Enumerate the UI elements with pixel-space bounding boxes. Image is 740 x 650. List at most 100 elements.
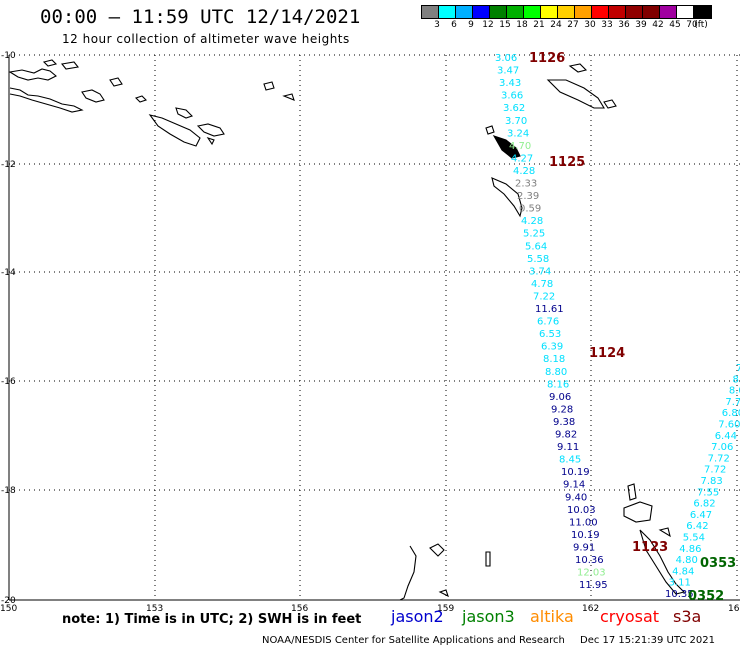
swh-value: 3.62 (503, 103, 525, 114)
swh-value: 3.11 (669, 578, 691, 589)
color-scale-bar (421, 5, 712, 19)
lon-label: 165 (728, 604, 740, 614)
swh-value: 4.28 (521, 216, 543, 227)
swh-value: 9.28 (551, 404, 573, 415)
scale-label: 36 (618, 20, 630, 30)
swh-value: 2.33 (515, 179, 537, 190)
swh-value: 8.16 (547, 379, 569, 390)
swh-value: 7.55 (697, 487, 719, 498)
scale-label: 21 (533, 20, 545, 30)
lon-label: 162 (582, 604, 599, 614)
coastline-island-u (658, 527, 671, 538)
swh-value: 6.39 (541, 342, 563, 353)
swh-value: 6.80 (722, 408, 740, 419)
coastline-island-f (148, 114, 201, 147)
swh-value: 9.91 (573, 542, 595, 553)
swh-value: 7.22 (533, 291, 555, 302)
swh-value: 9.06 (549, 392, 571, 403)
swh-value: 12.03 (577, 568, 606, 579)
swh-value: 6.42 (686, 521, 708, 532)
coastline-island-p (603, 99, 617, 109)
scale-swatch (439, 6, 456, 18)
swh-value: 6.44 (715, 431, 737, 442)
coastline-island-c (81, 89, 105, 103)
swh-value: 7.72 (708, 453, 730, 464)
swh-value: 3.43 (499, 78, 521, 89)
pass-time-marks: 1126 1125 1124 1123 0353 0352 (529, 51, 736, 604)
scale-label: 70 (686, 20, 698, 30)
scale-label: 30 (584, 20, 596, 30)
lat-label: -14 (1, 268, 16, 278)
swh-value: 7.72 (704, 465, 726, 476)
swh-value: 4.70 (509, 141, 531, 152)
swh-value: 10.35 (665, 589, 694, 600)
scale-swatch (456, 6, 473, 18)
legend-item-cryosat: cryosat (600, 607, 660, 626)
swh-value: 4.27 (511, 153, 533, 164)
swh-track-b: 7.8.8.07.76.807.606.447.067.727.727.837.… (665, 363, 740, 600)
legend-item-jason3: jason3 (462, 607, 515, 626)
pass-time-label: 0352 (688, 589, 724, 604)
swh-value: 8.80 (545, 367, 567, 378)
coastline-island-t (639, 529, 686, 595)
swh-value: 3.24 (507, 128, 529, 139)
swh-value: 7.83 (701, 476, 723, 487)
swh-value: 7.06 (711, 442, 733, 453)
coastline-island-i (206, 136, 215, 146)
scale-label: 18 (516, 20, 528, 30)
swh-value: 8.0 (729, 386, 740, 397)
coastline-island-m (492, 135, 521, 159)
coastline-island-w (429, 543, 445, 557)
coastline-island-k (282, 93, 295, 101)
generated-date: Dec 17 15:21:39 UTC 2021 (580, 635, 715, 646)
pass-time-label: 1125 (549, 155, 585, 170)
coastline-island-n (491, 177, 523, 218)
swh-value: 4.84 (672, 566, 694, 577)
swh-value: 5.54 (683, 533, 705, 544)
swh-value: 10.19 (561, 467, 590, 478)
swh-value: 11.00 (569, 517, 598, 528)
swh-value: 11.95 (579, 580, 608, 591)
swh-value: 10.36 (575, 555, 604, 566)
lat-label: -12 (1, 160, 16, 170)
swh-value: 9.38 (553, 417, 575, 428)
swh-value: 5.64 (525, 241, 547, 252)
latitude-labels: -10 -12 -14 -16 -18 -20 (1, 51, 16, 606)
swh-value: 3.06 (495, 53, 517, 64)
swh-value: 6.47 (690, 510, 712, 521)
legend-item-jason2: jason2 (391, 607, 444, 626)
legend-item-altika: altika (530, 607, 574, 626)
coastline-island-a (42, 59, 58, 67)
map-grid (9, 54, 740, 600)
swh-value: 3.70 (505, 116, 527, 127)
swh-track-a: 3.06 3.473.43 3.663.62 3.703.24 4.704.27 4.28… (495, 53, 608, 591)
swh-value: 8.18 (543, 354, 565, 365)
coastline-island-x (485, 551, 491, 567)
scale-swatch (626, 6, 643, 18)
scale-swatch (558, 6, 575, 18)
swh-value: 5.25 (523, 229, 545, 240)
scale-label: (ft) (694, 20, 708, 30)
swh-value: 3.47 (497, 66, 519, 77)
scale-label: 27 (567, 20, 579, 30)
scale-swatch (660, 6, 677, 18)
scale-swatch (524, 6, 541, 18)
swh-value: 7.60 (718, 420, 740, 431)
pass-time-label: 1126 (529, 51, 565, 66)
swh-value: 8. (732, 374, 740, 385)
swh-value: 9.14 (563, 480, 585, 491)
coastline-island-b (60, 61, 80, 70)
swh-value: 7. (736, 363, 740, 374)
scale-swatch (575, 6, 592, 18)
coastline-island-v (399, 545, 417, 601)
swh-value: 4.28 (513, 166, 535, 177)
coastline-island-y (438, 589, 449, 598)
scale-swatch (694, 6, 711, 18)
coastline-island-g (175, 107, 194, 119)
lat-label: -16 (1, 377, 16, 387)
swh-value: 6.76 (537, 317, 559, 328)
swh-value: 0.59 (519, 204, 541, 215)
scale-label: 9 (468, 20, 474, 30)
lon-label: 156 (291, 604, 308, 614)
map-frame (8, 55, 740, 601)
